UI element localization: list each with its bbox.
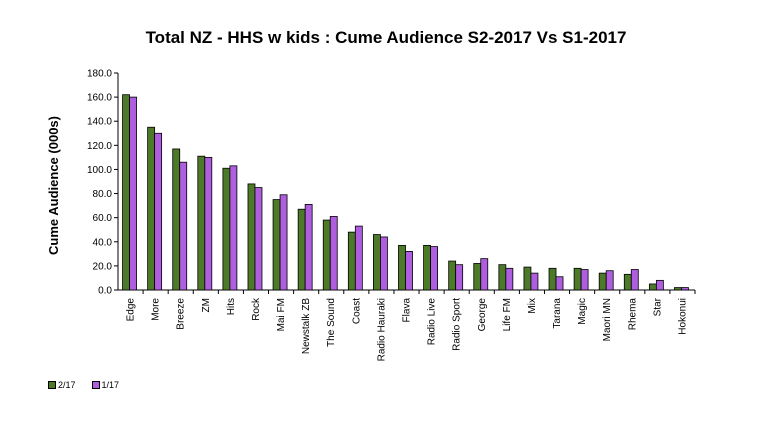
x-tick-label: Hokonui: [677, 298, 688, 335]
x-tick-label: Life FM: [502, 298, 513, 331]
x-tick-label: Radio Sport: [452, 298, 463, 351]
bar-2-breeze: [179, 161, 188, 291]
y-tick-label: 160.0: [87, 93, 112, 104]
bar-2-the-sound: [329, 216, 338, 291]
x-tick-label: Radio Hauraki: [376, 298, 387, 361]
legend: 2/17 1/17: [48, 380, 119, 390]
bar-1-edge: [122, 94, 130, 291]
x-tick-label: Flava: [402, 298, 413, 323]
bar-1-more: [147, 126, 156, 291]
bar-1-radio-live: [423, 244, 431, 291]
bar-2-life-fm: [505, 267, 514, 291]
y-tick-label: 140.0: [87, 117, 112, 128]
x-tick-label: Newstalk ZB: [301, 298, 312, 354]
x-tick-label: Star: [652, 297, 663, 316]
bar-1-maori-mn: [598, 272, 607, 291]
labels: 0.0 20.0 40.0 60.0 80.0 100.0 120.0 140.0 160.0 1…: [46, 69, 688, 362]
legend-swatch-series-1: [48, 381, 56, 389]
bar-1-flava: [398, 244, 406, 291]
bar-1-mai-fm: [272, 199, 281, 291]
legend-swatch-series-2: [91, 381, 100, 389]
bar-1-magic: [573, 267, 582, 291]
bar-2-tarana: [555, 276, 564, 291]
bar-2-radio-sport: [455, 264, 464, 291]
bar-2-star: [655, 279, 664, 291]
bar-2-zm: [204, 156, 213, 291]
legend-label-series-2: 1/17: [101, 380, 120, 390]
legend-item-series-1: 2/17: [48, 380, 76, 390]
y-axis-label: Cume Audience (000s): [46, 116, 61, 255]
x-tick-label: Maori MN: [602, 298, 613, 341]
bar-1-radio-sport: [448, 260, 457, 291]
x-tick-label: ZM: [201, 298, 212, 312]
y-tick-label: 100.0: [87, 165, 112, 176]
y-tick-label: 120.0: [87, 141, 112, 152]
bar-2-coast: [354, 225, 363, 291]
chart-title: Total NZ - HHS w kids : Cume Audience S2…: [145, 28, 627, 47]
y-tick-label: 80.0: [93, 189, 113, 200]
y-tick-label: 60.0: [93, 213, 113, 224]
bar-2-radio-hauraki: [380, 236, 388, 291]
bar-1-coast: [347, 231, 356, 291]
x-tick-label: The Sound: [326, 298, 337, 347]
x-tick-label: Magic: [577, 298, 588, 325]
bar-1-life-fm: [498, 264, 507, 291]
bar-1-hokonui: [674, 287, 682, 291]
x-tick-label: More: [151, 298, 162, 321]
bar-1-rock: [247, 183, 256, 291]
bar-2-flava: [405, 251, 413, 291]
bar-2-hits: [229, 165, 238, 291]
bar-2-newstalk-zb: [304, 204, 313, 291]
x-tick-label: Radio Live: [427, 298, 438, 346]
bar-1-the-sound: [322, 219, 331, 291]
bar-2-radio-live: [430, 246, 438, 291]
x-tick-label: Edge: [126, 298, 137, 322]
bar-1-newstalk-zb: [297, 208, 306, 291]
bar-2-maori-mn: [605, 270, 614, 291]
bar-1-star: [648, 283, 657, 291]
legend-item-series-2: 1/17: [91, 380, 120, 390]
x-tick-label: Breeze: [176, 298, 187, 330]
x-tick-label: Mai FM: [276, 298, 287, 331]
bar-1-george: [473, 263, 482, 291]
y-tick-label: 0.0: [98, 286, 112, 297]
bar-2-mix: [530, 272, 539, 291]
bars: [122, 94, 689, 291]
bar-2-george: [480, 258, 489, 291]
bar-1-rhema: [623, 273, 632, 291]
y-tick-label: 20.0: [93, 261, 113, 272]
x-tick-label: Rock: [251, 297, 262, 321]
bar-2-rock: [254, 187, 263, 291]
bar-1-mix: [523, 266, 532, 291]
x-tick-label: Tarana: [552, 298, 563, 329]
x-tick-label: Hits: [226, 298, 237, 315]
legend-label-series-1: 2/17: [58, 380, 76, 390]
bar-1-hits: [222, 167, 231, 291]
bar-2-hokonui: [681, 287, 689, 291]
bar-2-edge: [129, 96, 137, 291]
bar-2-rhema: [630, 269, 639, 291]
bar-2-more: [154, 132, 163, 291]
x-tick-label: George: [477, 298, 488, 332]
bar-2-magic: [580, 269, 589, 291]
y-tick-label: 40.0: [93, 237, 113, 248]
bar-1-radio-hauraki: [373, 234, 381, 291]
bar-2-mai-fm: [279, 194, 288, 291]
bar-1-tarana: [548, 267, 557, 291]
bar-1-zm: [197, 155, 206, 291]
x-tick-label: Coast: [351, 298, 362, 324]
x-tick-label: Mix: [527, 298, 538, 314]
x-tick-label: Rhema: [627, 298, 638, 331]
bar-1-breeze: [172, 148, 181, 291]
y-tick-label: 180.0: [87, 69, 112, 80]
